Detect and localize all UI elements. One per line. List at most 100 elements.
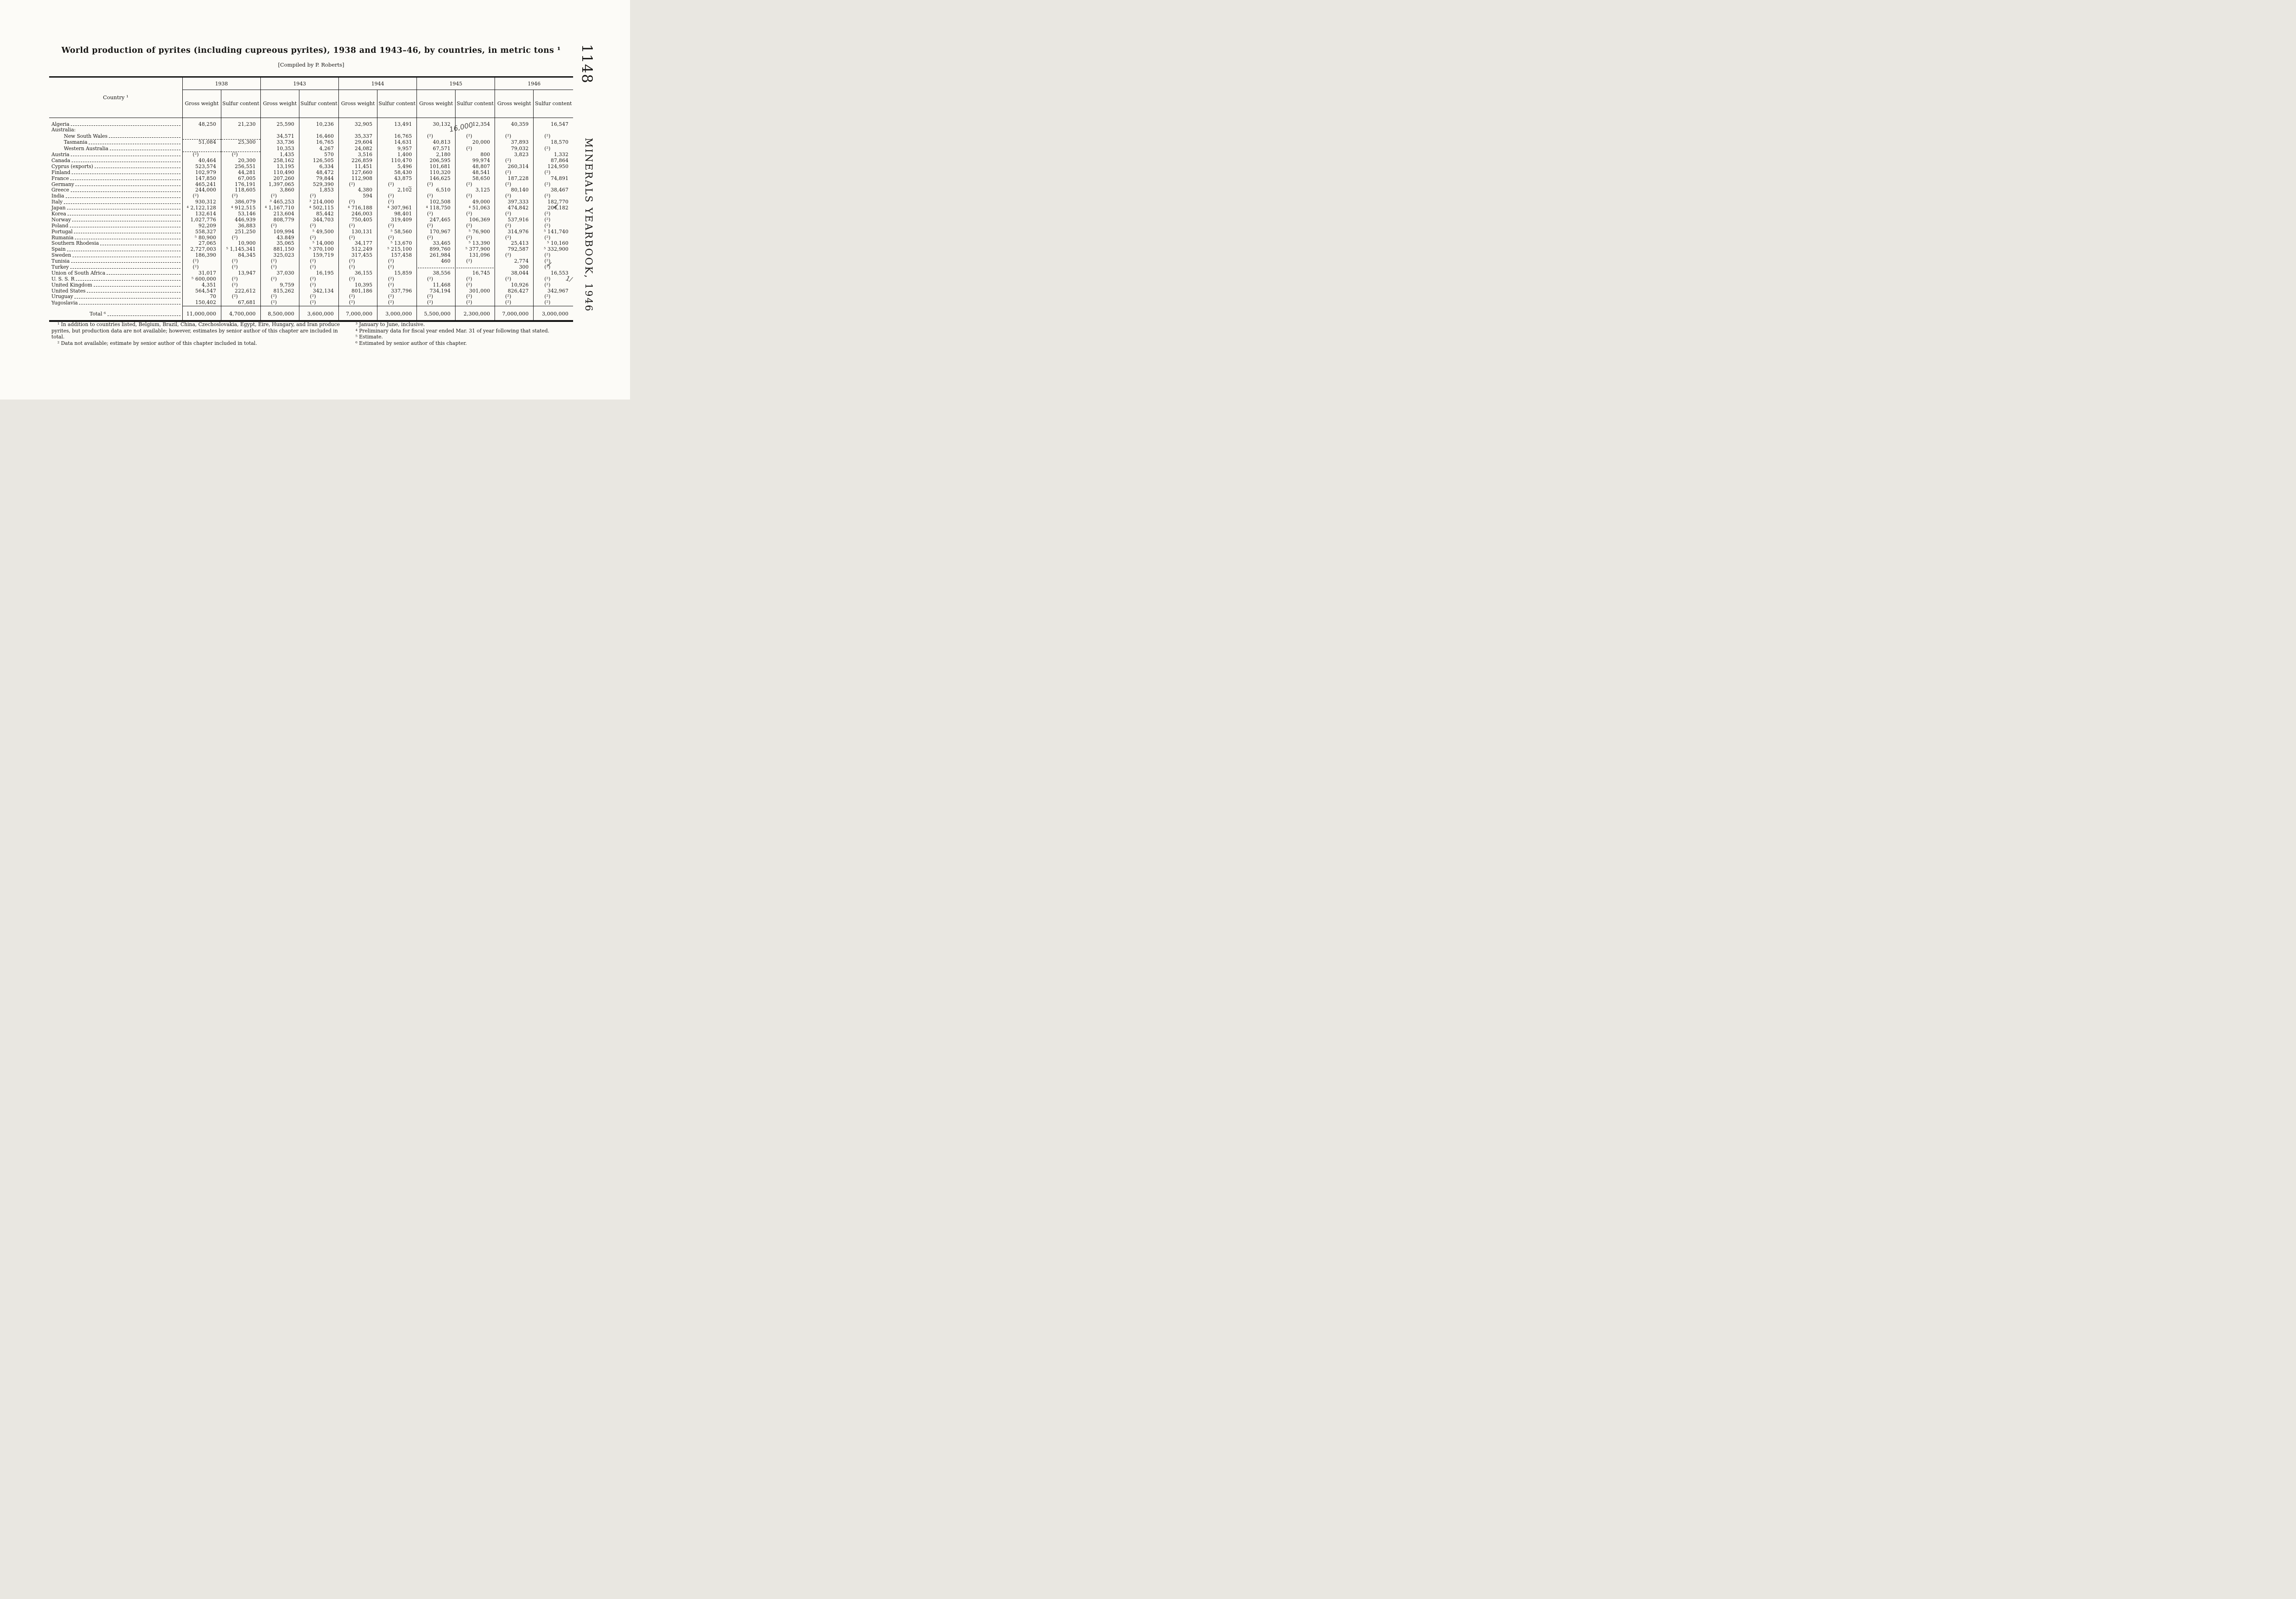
value-cell: 5,496 — [377, 163, 417, 170]
value-cell: 529,390 — [298, 181, 339, 187]
value-cell: 58,650 — [455, 175, 495, 182]
value-cell: (²) — [455, 223, 495, 229]
value-cell: 10,926 — [495, 282, 534, 288]
value-cell: 48,472 — [298, 169, 339, 176]
dot-leader — [107, 315, 180, 316]
value-cell: ⁴ 307,961 — [377, 205, 417, 211]
value-cell: (²) — [455, 145, 495, 152]
country-cell: Uruguay — [49, 294, 182, 300]
value-cell — [182, 133, 221, 140]
value-cell: (²) — [416, 235, 456, 241]
footnote: ¹ In addition to countries listed, Belgi… — [51, 321, 340, 340]
value-cell: ⁵ 10,160 — [533, 241, 573, 247]
value-cell: 446,939 — [220, 217, 261, 223]
country-cell: Total ⁶ — [49, 306, 182, 321]
value-cell: ⁴ 912,515 — [220, 205, 261, 211]
value-cell: 67,571 — [416, 145, 456, 152]
table-row: United States 564,547 222,612 815,262 342,13… — [49, 288, 573, 294]
country-name: Greece — [51, 187, 69, 193]
value-cell: 159,719 — [298, 253, 339, 259]
value-cell — [416, 127, 456, 133]
country-name: Canada — [51, 157, 71, 163]
value-cell: 2,300,000 — [455, 305, 495, 321]
value-cell: 16,553 — [533, 270, 573, 276]
value-cell: ⁵ 1,145,341 — [220, 247, 261, 253]
value-cell: ⁵ 13,670 — [377, 241, 417, 247]
value-cell: (²) — [455, 294, 495, 300]
value-cell: (²) — [455, 299, 495, 306]
country-cell: Italy — [49, 199, 182, 205]
value-cell: 58,430 — [377, 169, 417, 176]
value-cell: 204,182 — [533, 205, 573, 211]
value-cell: 44,281 — [220, 169, 261, 176]
value-cell: (²) — [377, 223, 417, 229]
value-cell: (²) — [455, 181, 495, 187]
value-cell: ⁵ 14,000 — [298, 241, 339, 247]
value-cell: 70 — [182, 294, 221, 300]
value-cell: 48,541 — [455, 169, 495, 176]
value-cell: 6,334 — [298, 163, 339, 170]
country-name: Western Australia — [64, 145, 109, 152]
value-cell: 24,082 — [338, 145, 377, 152]
value-cell: (²) — [533, 294, 573, 300]
value-cell: 4,380 — [338, 187, 377, 193]
country-name: Portugal — [51, 228, 73, 235]
value-cell: 3,000,000 — [377, 305, 417, 321]
value-cell: 3,000,000 — [533, 305, 573, 321]
value-cell: 33,736 — [260, 139, 299, 146]
value-cell: 1,332 — [533, 152, 573, 158]
value-cell: 261,984 — [416, 253, 456, 259]
value-cell: 48,250 — [182, 118, 221, 127]
compiled-by: [Compiled by P. Roberts] — [278, 62, 344, 68]
value-cell: (²) — [298, 299, 339, 306]
value-cell: 826,427 — [495, 288, 534, 294]
value-cell: 187,228 — [495, 175, 534, 182]
table-row: Poland 92,209 36,883 (²) (²) (²) (²) (²) (²) (²)(… — [49, 223, 573, 229]
value-cell: 899,760 — [416, 247, 456, 253]
value-cell: 13,195 — [260, 163, 299, 170]
value-cell: 222,612 — [220, 288, 261, 294]
table-row: Norway 1,027,776 446,939 808,779 344,703 750,… — [49, 217, 573, 223]
value-cell: (²) — [298, 223, 339, 229]
value-cell: 4,267 — [298, 145, 339, 152]
table-row: Portugal 558,327 251,250 109,994 ⁵ 49,500 130… — [49, 229, 573, 235]
country-cell: Algeria — [49, 118, 182, 128]
value-cell: 67,005 — [220, 175, 261, 182]
country-cell: Union of South Africa — [49, 270, 182, 276]
footnotes: ¹ In addition to countries listed, Belgi… — [51, 321, 577, 346]
value-cell: 317,455 — [338, 253, 377, 259]
value-cell: 815,262 — [260, 288, 299, 294]
value-cell: 79,032 — [495, 145, 534, 152]
value-cell: (²) — [182, 264, 221, 270]
dot-leader — [65, 197, 180, 198]
value-cell: 16,460 — [298, 133, 339, 140]
value-cell: 465,241 — [182, 181, 221, 187]
value-cell: 3,516 — [338, 152, 377, 158]
value-cell: 251,250 — [220, 229, 261, 235]
value-cell: (²) — [377, 294, 417, 300]
value-cell: (²) — [220, 264, 261, 270]
value-cell: (²) — [495, 276, 534, 282]
value-cell: (²) — [260, 258, 299, 265]
value-cell: (²) — [533, 181, 573, 187]
value-cell: (²) — [495, 299, 534, 306]
value-cell: 110,490 — [260, 169, 299, 176]
table-row: New South Wales 34,571 16,460 35,337 16,765(… — [49, 133, 573, 140]
value-cell: 930,312 — [182, 199, 221, 205]
country-cell: Cyprus (exports) — [49, 163, 182, 169]
value-cell: 314,976 — [495, 229, 534, 235]
value-cell: (²) — [416, 299, 456, 306]
table-row: United Kingdom 4,351 (²) 9,759 (²) 10,395 (²) 1… — [49, 282, 573, 288]
value-cell: (²) — [533, 276, 573, 282]
value-cell: (²) — [495, 193, 534, 199]
value-cell: 16,745 — [455, 270, 495, 276]
value-cell: (²) — [260, 264, 299, 270]
table-row: Tasmania 51,084 25,300 33,736 16,765 29,604 14… — [49, 139, 573, 146]
value-cell: 30,132 — [416, 118, 456, 127]
value-cell: 84,345 — [220, 253, 261, 259]
value-cell: (²) — [533, 264, 573, 270]
table-row: Uruguay 70 (²) (²) (²) (²) (²) (²) (²) (²) (²) — [49, 294, 573, 300]
value-cell: (²) — [377, 276, 417, 282]
value-cell: (²) — [182, 258, 221, 265]
